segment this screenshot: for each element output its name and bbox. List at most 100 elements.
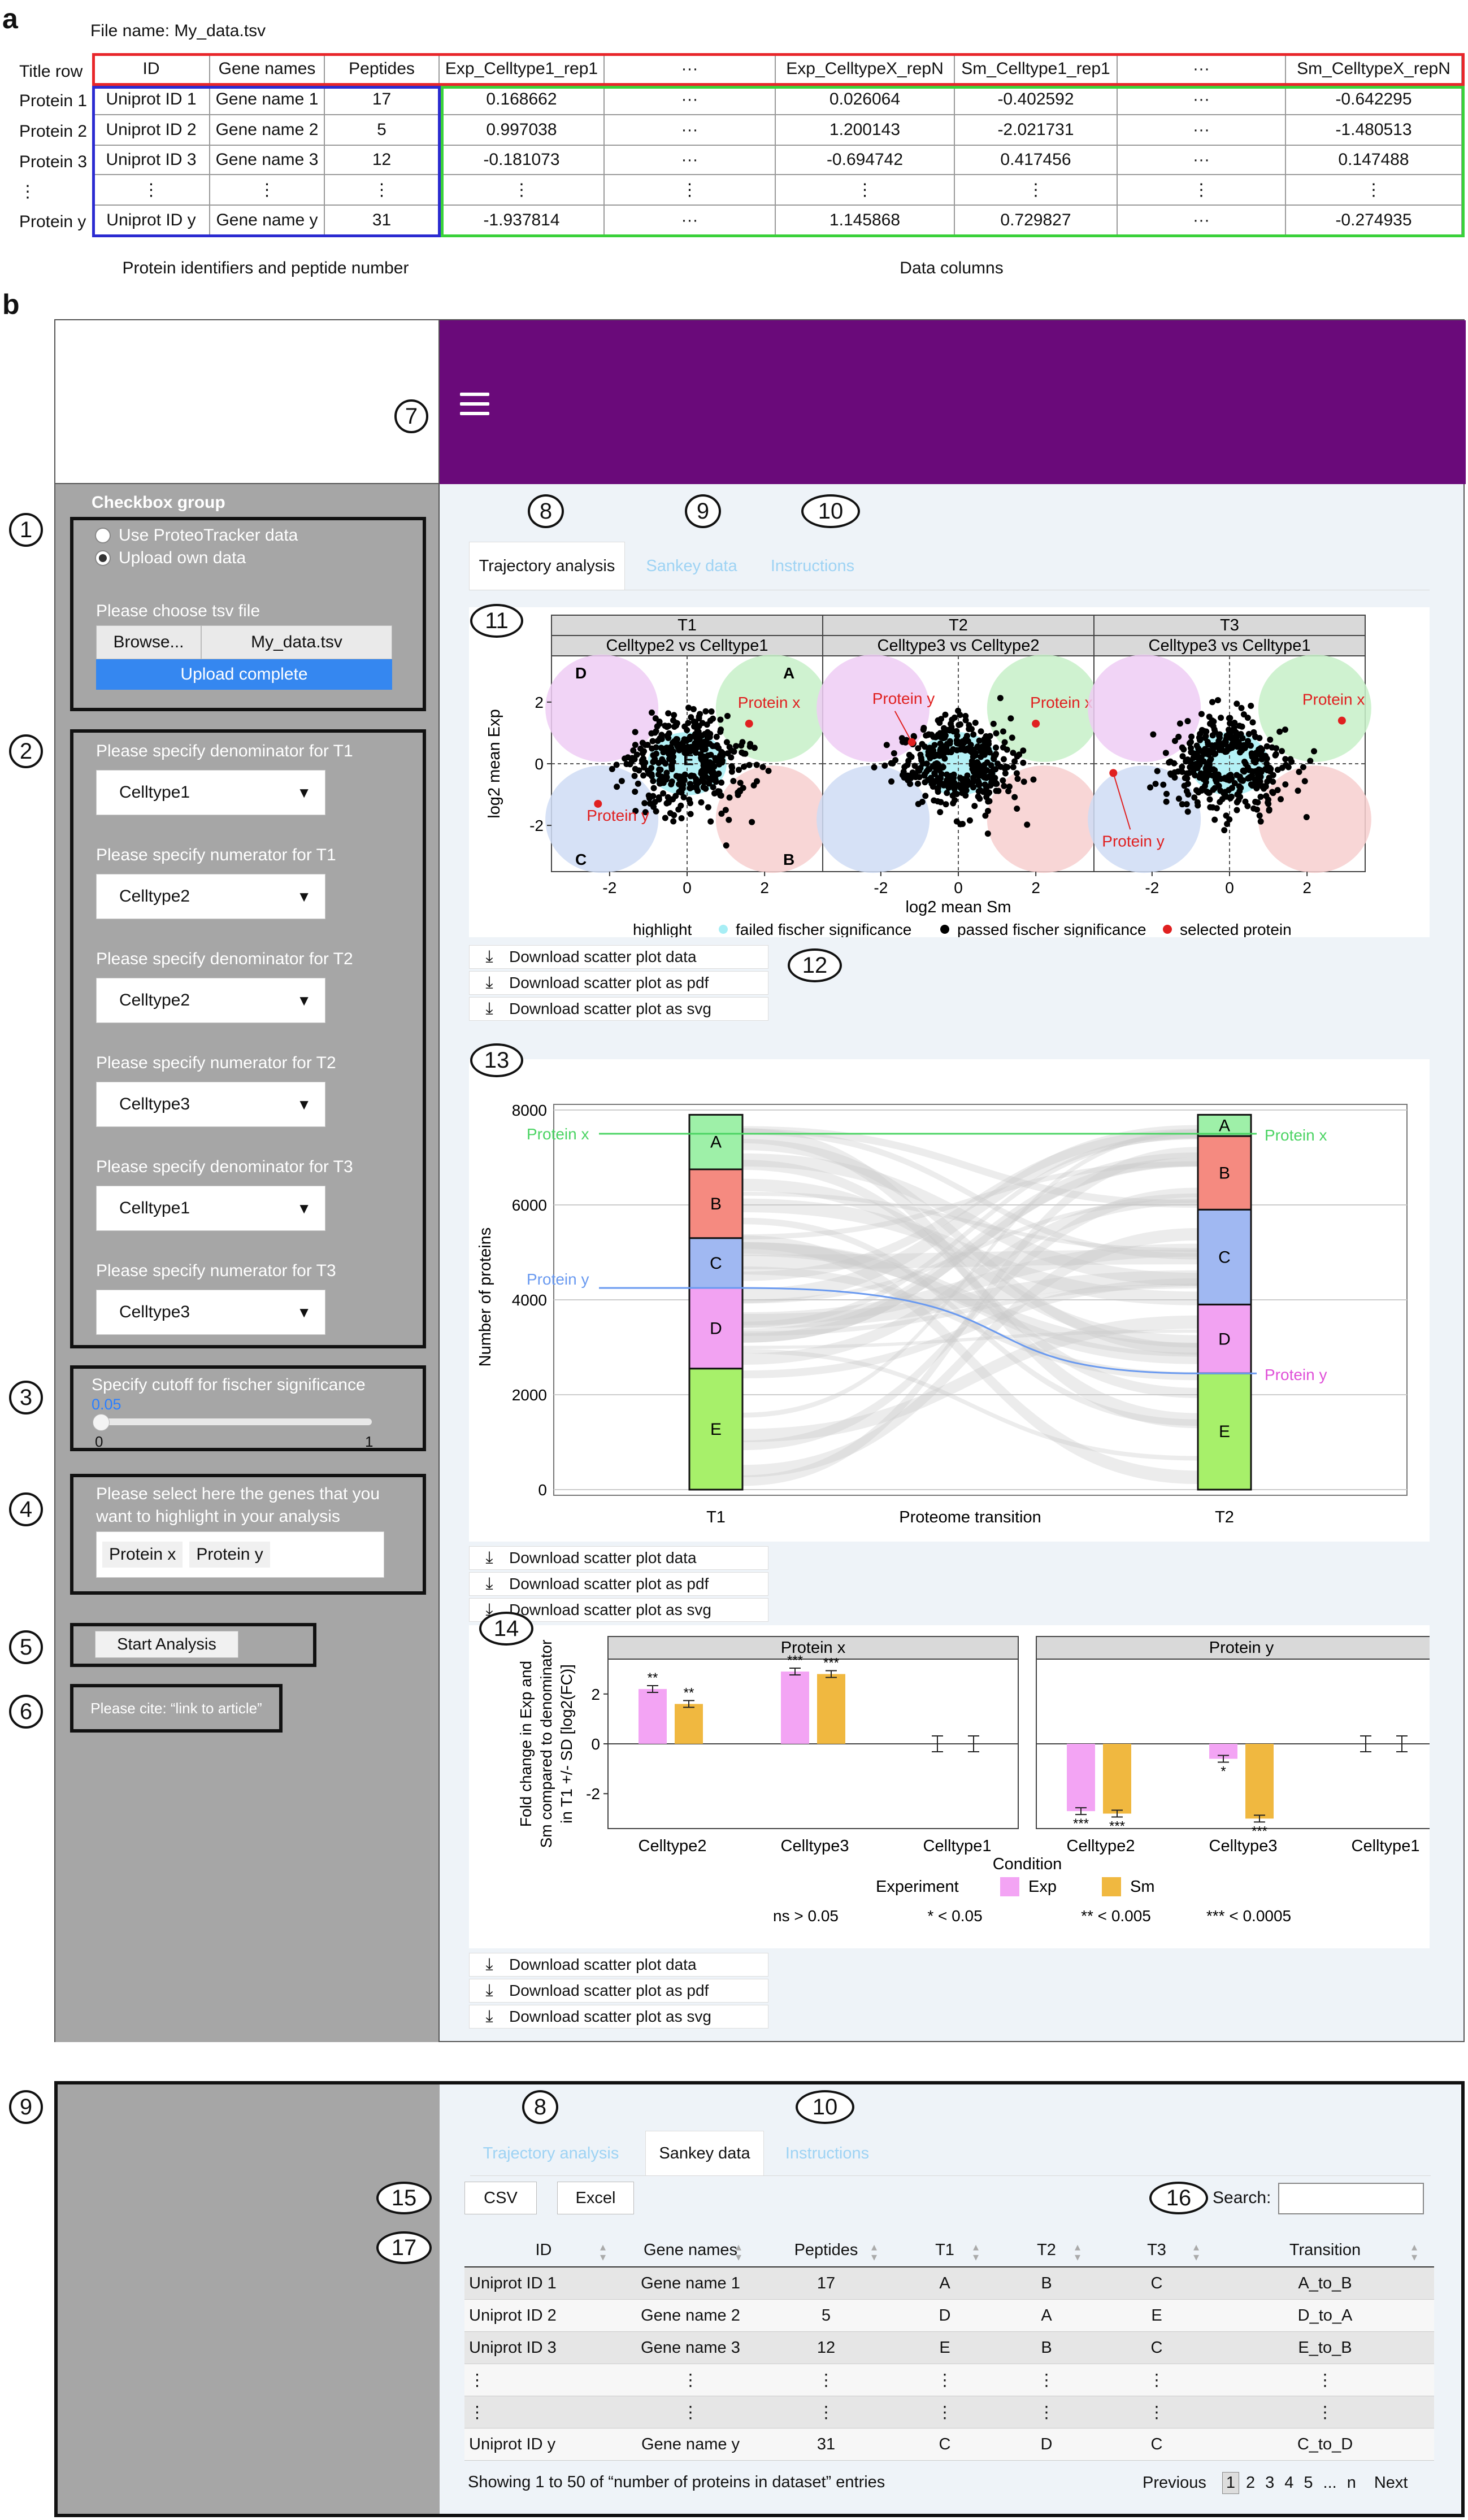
browse-button[interactable]: Browse...	[96, 625, 201, 659]
select-5[interactable]: Celltype1 ▼	[96, 1186, 325, 1231]
quadrant-label: B	[783, 851, 794, 868]
pager-next[interactable]: Next	[1374, 2473, 1408, 2492]
cutoff-slider-handle[interactable]	[93, 1414, 110, 1431]
data-point	[671, 712, 677, 719]
column-header[interactable]: T3 ▴▾	[1097, 2234, 1216, 2267]
tab-trajectory-analysis[interactable]: Trajectory analysis	[469, 542, 625, 590]
radio-upload-own[interactable]: Upload own data	[95, 549, 246, 568]
download-button[interactable]: ⤓ Download scatter plot as pdf	[469, 1979, 768, 2003]
pager-page[interactable]: n	[1347, 2473, 1356, 2492]
column-header[interactable]: Transition ▴▾	[1216, 2234, 1434, 2267]
tab-trajectory-analysis[interactable]: Trajectory analysis	[483, 2144, 619, 2162]
cutoff-slider-track[interactable]	[97, 1418, 372, 1425]
gene-tag[interactable]: Protein y	[189, 1542, 270, 1568]
sort-icon[interactable]: ▴▾	[1189, 2240, 1202, 2260]
pager-page[interactable]: ...	[1323, 2473, 1337, 2492]
pager-page[interactable]: 3	[1265, 2473, 1275, 2492]
sort-icon[interactable]: ▴▾	[732, 2240, 744, 2260]
table-row[interactable]: ⋮ ⋮ ⋮ ⋮ ⋮ ⋮ ⋮	[464, 2396, 1434, 2428]
chevron-down-icon[interactable]: ▼	[297, 991, 311, 1009]
significance-legend: * < 0.05	[927, 1907, 982, 1925]
select-6[interactable]: Celltype3 ▼	[96, 1290, 325, 1335]
data-point	[631, 773, 638, 780]
data-point	[650, 785, 657, 791]
tab-sankey-data[interactable]: Sankey data	[645, 2131, 764, 2176]
data-point	[641, 748, 648, 755]
data-point	[959, 821, 966, 828]
pagination: Previous 1 2 3 4 5... n Next	[1143, 2470, 1408, 2496]
select-3[interactable]: Celltype2 ▼	[96, 978, 325, 1023]
tab-sankey-data[interactable]: Sankey data	[646, 556, 737, 575]
data-point	[709, 760, 715, 767]
radio-circle[interactable]	[95, 528, 111, 543]
table-row[interactable]: Uniprot ID 3 Gene name 3 12 E B C E_to_B	[464, 2332, 1434, 2364]
data-point	[1024, 821, 1031, 828]
data-point	[1234, 791, 1241, 798]
column-header[interactable]: T2 ▴▾	[996, 2234, 1097, 2267]
data-point	[1248, 781, 1254, 788]
select-1[interactable]: Celltype1 ▼	[96, 770, 325, 815]
sort-icon[interactable]: ▴▾	[867, 2240, 880, 2260]
pager-previous[interactable]: Previous	[1143, 2473, 1206, 2492]
pager-page[interactable]: 5	[1304, 2473, 1313, 2492]
table-row[interactable]: ⋮ ⋮ ⋮ ⋮ ⋮ ⋮ ⋮	[464, 2364, 1434, 2396]
sort-icon[interactable]: ▴▾	[969, 2240, 981, 2260]
sort-icon[interactable]: ▴▾	[1071, 2240, 1083, 2260]
file-name-field[interactable]: My_data.tsv	[201, 625, 392, 659]
selected-protein-point	[594, 799, 602, 808]
hamburger-menu-icon[interactable]	[460, 393, 489, 415]
select-value: Celltype2	[119, 991, 190, 1009]
download-button[interactable]: ⤓ Download scatter plot as pdf	[469, 971, 768, 995]
chevron-down-icon[interactable]: ▼	[297, 1095, 311, 1113]
flow-ribbon	[742, 1217, 1198, 1426]
download-button[interactable]: ⤓ Download scatter plot as pdf	[469, 1572, 768, 1596]
search-input[interactable]	[1278, 2183, 1424, 2214]
y-tick-label: 0	[535, 755, 544, 773]
radio-circle-selected[interactable]	[95, 550, 111, 566]
download-button[interactable]: ⤓ Download scatter plot as svg	[469, 997, 768, 1021]
column-header[interactable]: Gene names ▴▾	[623, 2234, 758, 2267]
csv-button[interactable]: CSV	[464, 2182, 537, 2214]
start-analysis-button[interactable]: Start Analysis	[95, 1631, 238, 1658]
chevron-down-icon[interactable]: ▼	[297, 1199, 311, 1217]
data-point	[717, 716, 724, 723]
download-button[interactable]: ⤓ Download scatter plot as svg	[469, 2005, 768, 2029]
chevron-down-icon[interactable]: ▼	[297, 784, 311, 801]
highlight-genes-input[interactable]: Protein x Protein y	[96, 1531, 384, 1578]
table-row[interactable]: Uniprot ID 2 Gene name 2 5 D A E D_to_A	[464, 2300, 1434, 2332]
excel-button[interactable]: Excel	[557, 2182, 634, 2214]
select-4[interactable]: Celltype3 ▼	[96, 1082, 325, 1127]
chevron-down-icon[interactable]: ▼	[297, 887, 311, 905]
data-point	[930, 733, 937, 740]
data-point	[687, 800, 693, 807]
data-point	[997, 695, 1004, 702]
pager-page[interactable]: 2	[1245, 2473, 1256, 2492]
data-point	[901, 764, 908, 771]
data-point	[730, 778, 737, 785]
tab-instructions[interactable]: Instructions	[770, 556, 855, 575]
select-2[interactable]: Celltype2 ▼	[96, 874, 325, 919]
table-row[interactable]: Uniprot ID 1 Gene name 1 17 A B C A_to_B	[464, 2267, 1434, 2300]
download-button[interactable]: ⤓ Download scatter plot data	[469, 1546, 768, 1570]
download-button[interactable]: ⤓ Download scatter plot data	[469, 1953, 768, 1977]
data-point	[943, 801, 949, 808]
pager-page[interactable]: 1	[1222, 2471, 1239, 2494]
sort-icon[interactable]: ▴▾	[1408, 2240, 1420, 2260]
table-row[interactable]: Uniprot ID y Gene name y 31 C D C C_to_D	[464, 2428, 1434, 2461]
column-header[interactable]: T1 ▴▾	[894, 2234, 996, 2267]
data-point	[970, 774, 976, 781]
sort-icon[interactable]: ▴▾	[596, 2240, 609, 2260]
chevron-down-icon[interactable]: ▼	[297, 1303, 311, 1321]
download-button[interactable]: ⤓ Download scatter plot data	[469, 945, 768, 969]
data-point	[678, 786, 685, 793]
column-header[interactable]: Peptides ▴▾	[758, 2234, 894, 2267]
column-header[interactable]: ID ▴▾	[464, 2234, 623, 2267]
quadrant-region	[1258, 654, 1371, 762]
gene-tag[interactable]: Protein x	[102, 1542, 183, 1568]
tab-instructions[interactable]: Instructions	[785, 2144, 870, 2162]
y-tick-label: 2000	[512, 1386, 547, 1404]
radio-proteotracker[interactable]: Use ProteoTracker data	[95, 526, 298, 545]
data-point	[702, 745, 709, 751]
bar-plot: Protein x****Celltype2*** ***Celltype3 Cel…	[517, 1636, 1430, 1925]
pager-page[interactable]: 4	[1284, 2473, 1294, 2492]
